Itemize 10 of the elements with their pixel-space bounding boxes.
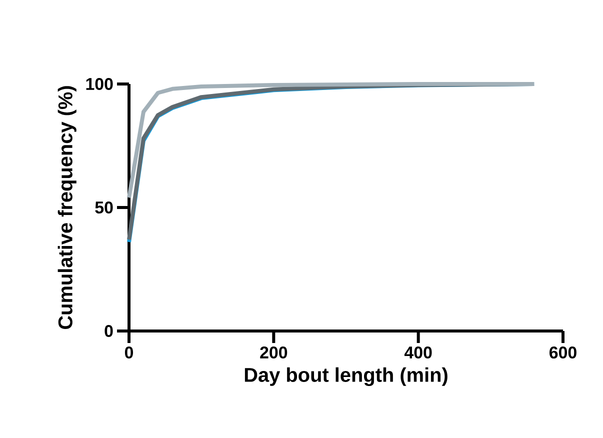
x-tick-label: 400: [404, 346, 432, 359]
x-tick-label: 600: [550, 346, 576, 359]
y-tick-label: 100: [86, 78, 113, 90]
y-tick-label: 50: [95, 201, 113, 214]
y-tick-label: 0: [104, 324, 113, 337]
y-axis-title: Cumulative frequency (%): [58, 86, 76, 330]
x-axis-title: Day bout length (min): [244, 367, 448, 386]
line-series: [127, 82, 536, 200]
x-tick-label: 0: [124, 346, 134, 359]
x-tick-label: 200: [260, 346, 288, 359]
